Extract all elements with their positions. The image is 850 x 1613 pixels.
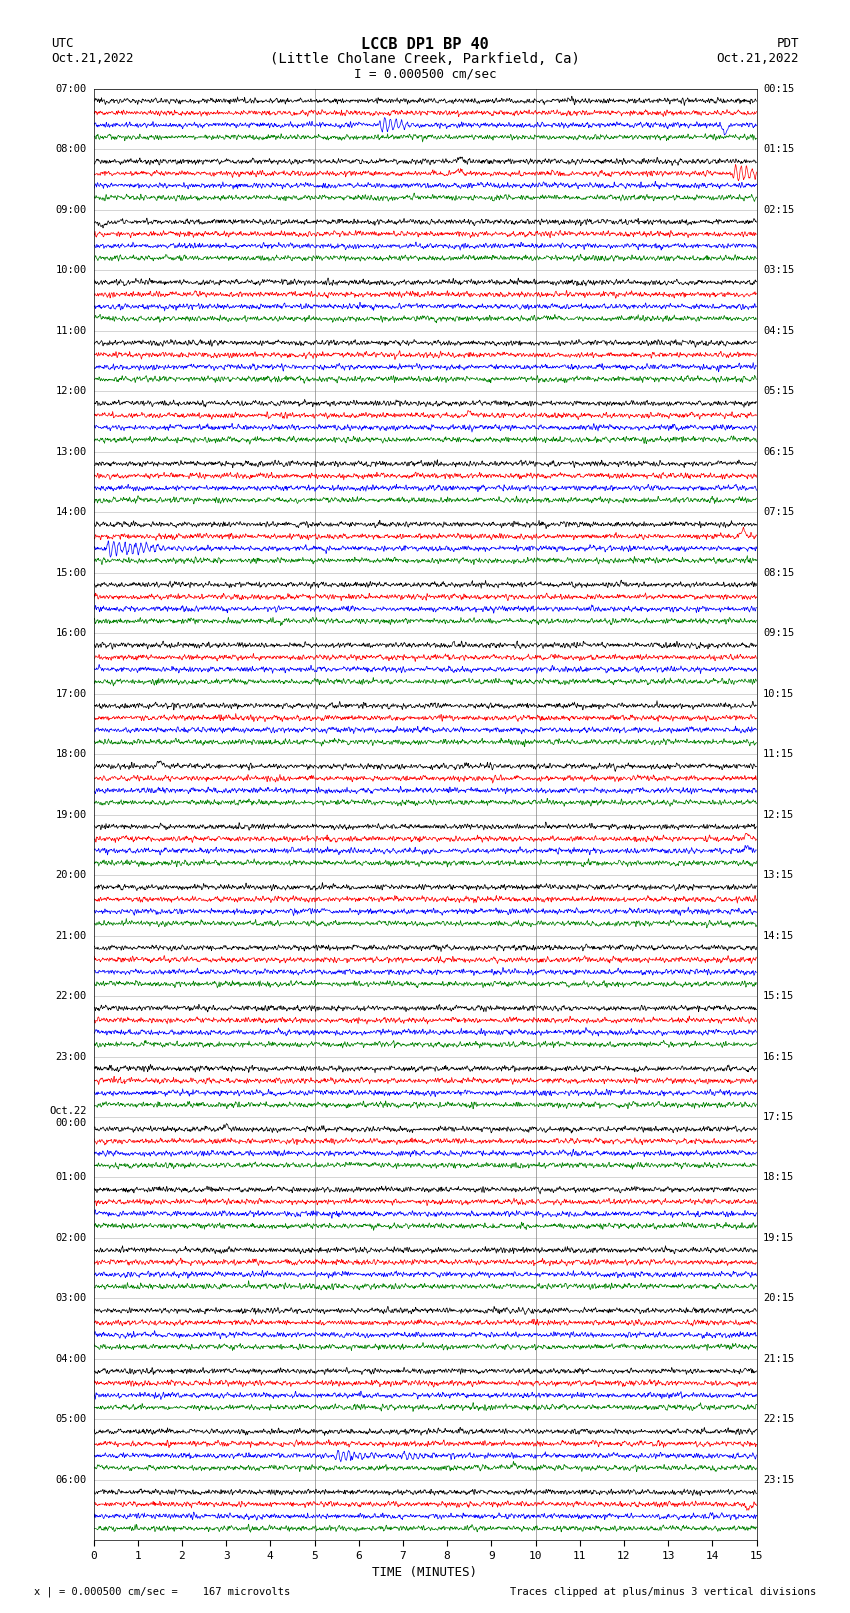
Text: 09:00: 09:00	[55, 205, 87, 215]
Text: 19:00: 19:00	[55, 810, 87, 819]
Text: 01:15: 01:15	[763, 144, 795, 155]
Text: 22:00: 22:00	[55, 990, 87, 1002]
Text: 14:00: 14:00	[55, 506, 87, 518]
Text: 05:15: 05:15	[763, 386, 795, 397]
Text: 04:15: 04:15	[763, 326, 795, 336]
Text: 08:00: 08:00	[55, 144, 87, 155]
Text: 21:00: 21:00	[55, 931, 87, 940]
Text: 18:15: 18:15	[763, 1173, 795, 1182]
Text: PDT: PDT	[777, 37, 799, 50]
Text: 22:15: 22:15	[763, 1415, 795, 1424]
Text: 07:00: 07:00	[55, 84, 87, 94]
Text: 20:15: 20:15	[763, 1294, 795, 1303]
Text: 19:15: 19:15	[763, 1232, 795, 1244]
Text: 15:15: 15:15	[763, 990, 795, 1002]
Text: 17:15: 17:15	[763, 1111, 795, 1123]
Text: 01:00: 01:00	[55, 1173, 87, 1182]
Text: 23:00: 23:00	[55, 1052, 87, 1061]
Text: 13:15: 13:15	[763, 869, 795, 881]
Text: 18:00: 18:00	[55, 748, 87, 760]
Text: Oct.21,2022: Oct.21,2022	[51, 52, 133, 65]
Text: 03:00: 03:00	[55, 1294, 87, 1303]
Text: 04:00: 04:00	[55, 1353, 87, 1365]
Text: 00:15: 00:15	[763, 84, 795, 94]
Text: LCCB DP1 BP 40: LCCB DP1 BP 40	[361, 37, 489, 52]
Text: 12:00: 12:00	[55, 386, 87, 397]
Text: 07:15: 07:15	[763, 506, 795, 518]
Text: 11:15: 11:15	[763, 748, 795, 760]
Text: 16:00: 16:00	[55, 627, 87, 639]
Text: 14:15: 14:15	[763, 931, 795, 940]
Text: Oct.21,2022: Oct.21,2022	[717, 52, 799, 65]
Text: 10:00: 10:00	[55, 265, 87, 276]
Text: UTC: UTC	[51, 37, 73, 50]
Text: 12:15: 12:15	[763, 810, 795, 819]
Text: 16:15: 16:15	[763, 1052, 795, 1061]
Text: 13:00: 13:00	[55, 447, 87, 456]
Text: 02:00: 02:00	[55, 1232, 87, 1244]
Text: 21:15: 21:15	[763, 1353, 795, 1365]
Text: Traces clipped at plus/minus 3 vertical divisions: Traces clipped at plus/minus 3 vertical …	[510, 1587, 816, 1597]
Text: 08:15: 08:15	[763, 568, 795, 577]
Text: 20:00: 20:00	[55, 869, 87, 881]
Text: 10:15: 10:15	[763, 689, 795, 698]
Text: 23:15: 23:15	[763, 1474, 795, 1486]
Text: 11:00: 11:00	[55, 326, 87, 336]
Text: x | = 0.000500 cm/sec =    167 microvolts: x | = 0.000500 cm/sec = 167 microvolts	[34, 1586, 290, 1597]
Text: 05:00: 05:00	[55, 1415, 87, 1424]
X-axis label: TIME (MINUTES): TIME (MINUTES)	[372, 1566, 478, 1579]
Text: 06:15: 06:15	[763, 447, 795, 456]
Text: 02:15: 02:15	[763, 205, 795, 215]
Text: 06:00: 06:00	[55, 1474, 87, 1486]
Text: Oct.22
00:00: Oct.22 00:00	[49, 1107, 87, 1127]
Text: 03:15: 03:15	[763, 265, 795, 276]
Text: (Little Cholane Creek, Parkfield, Ca): (Little Cholane Creek, Parkfield, Ca)	[270, 52, 580, 66]
Text: 15:00: 15:00	[55, 568, 87, 577]
Text: I = 0.000500 cm/sec: I = 0.000500 cm/sec	[354, 68, 496, 81]
Text: 17:00: 17:00	[55, 689, 87, 698]
Text: 09:15: 09:15	[763, 627, 795, 639]
